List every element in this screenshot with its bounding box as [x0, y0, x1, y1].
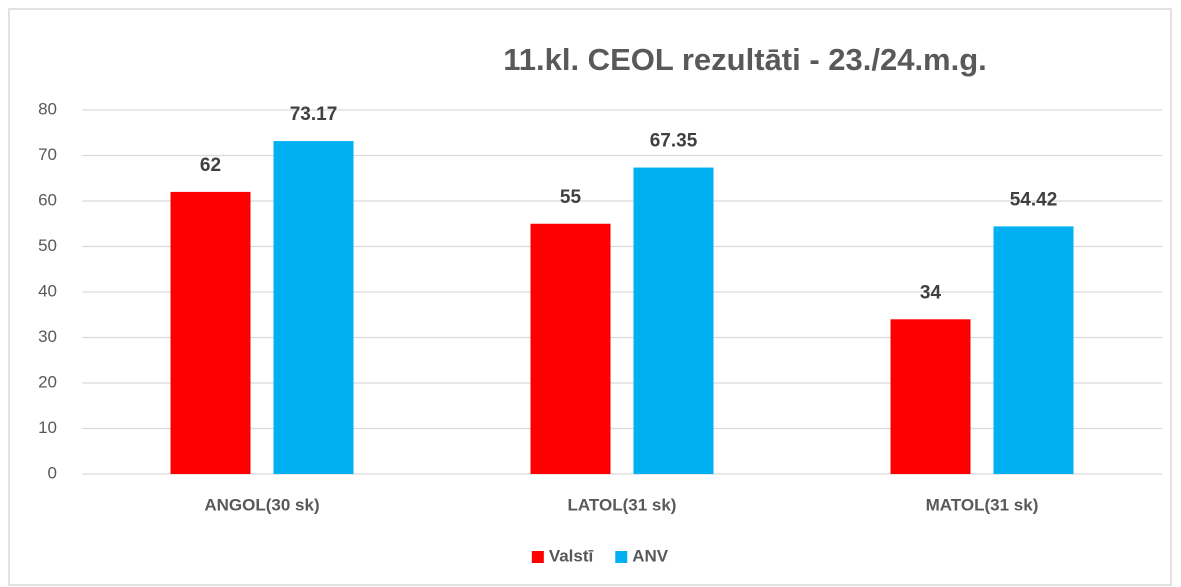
bar — [890, 319, 971, 474]
legend-label: Valstī — [549, 546, 594, 565]
chart-title: 11.kl. CEOL rezultāti - 23./24.m.g. — [503, 42, 987, 77]
y-tick-label: 40 — [38, 281, 57, 300]
bar — [993, 226, 1074, 474]
data-label: 73.17 — [290, 104, 338, 125]
y-tick-label: 80 — [38, 99, 57, 118]
bar — [170, 191, 251, 474]
bar — [633, 167, 714, 474]
y-tick-label: 0 — [48, 463, 57, 482]
x-tick-label: MATOL(31 sk) — [926, 495, 1039, 514]
y-tick-label: 70 — [38, 145, 57, 164]
data-label: 34 — [920, 282, 942, 303]
data-label: 54.42 — [1010, 189, 1058, 210]
y-tick-label: 10 — [38, 418, 57, 437]
y-tick-label: 60 — [38, 190, 57, 209]
data-label: 62 — [200, 155, 221, 176]
y-tick-label: 20 — [38, 372, 57, 391]
y-tick-label: 50 — [38, 236, 57, 255]
bar — [530, 223, 611, 474]
x-tick-label: LATOL(31 sk) — [568, 495, 677, 514]
y-tick-label: 30 — [38, 327, 57, 346]
bar — [273, 141, 354, 474]
data-label: 67.35 — [650, 131, 698, 152]
x-tick-label: ANGOL(30 sk) — [204, 495, 319, 514]
legend-swatch — [531, 551, 544, 563]
data-label: 55 — [560, 187, 582, 208]
legend-label: ANV — [632, 546, 669, 565]
legend-swatch — [615, 551, 628, 563]
